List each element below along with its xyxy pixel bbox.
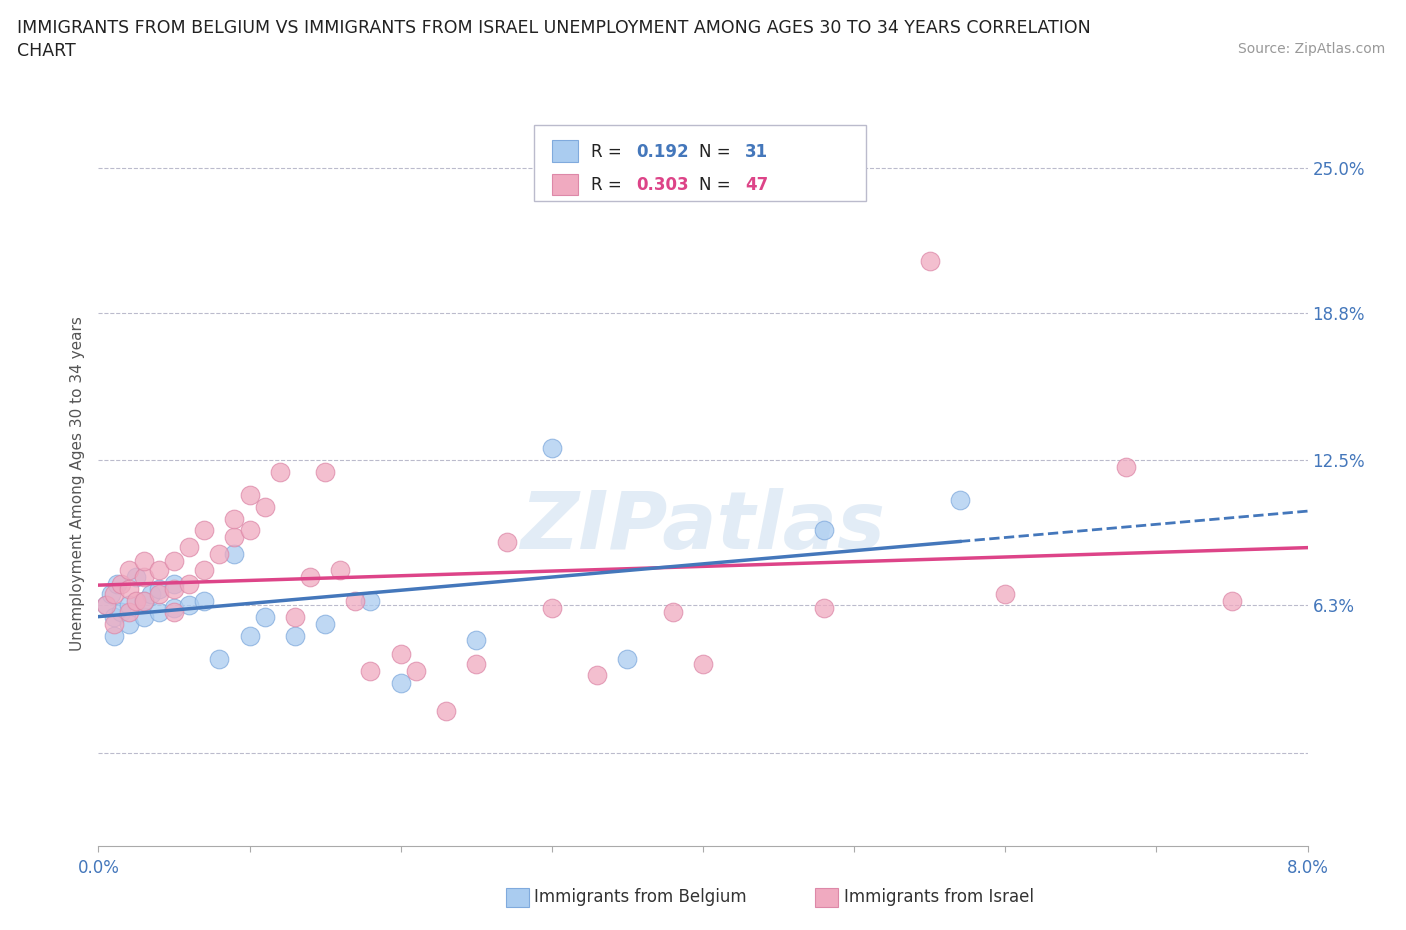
Text: 0.303: 0.303 <box>637 176 689 194</box>
Point <box>118 604 141 619</box>
Point <box>118 598 141 613</box>
Point <box>103 586 125 601</box>
Point <box>163 600 186 615</box>
Point <box>103 617 125 631</box>
Point <box>103 609 125 624</box>
Point <box>193 523 215 538</box>
Point <box>465 657 488 671</box>
Point <box>405 663 427 678</box>
Point <box>586 668 609 683</box>
Point <box>132 570 155 585</box>
Point <box>389 647 412 662</box>
Point <box>692 657 714 671</box>
Point <box>193 563 215 578</box>
Text: 0.192: 0.192 <box>637 143 689 161</box>
Point <box>239 523 262 538</box>
Point <box>284 629 307 644</box>
Point <box>239 488 262 503</box>
Point <box>132 593 155 608</box>
Point <box>100 586 122 601</box>
Point <box>179 539 201 554</box>
Point <box>125 570 148 585</box>
Point <box>224 512 246 526</box>
Point <box>344 593 367 608</box>
Point <box>163 577 186 591</box>
Point <box>299 570 322 585</box>
Text: R =: R = <box>591 176 627 194</box>
Point <box>179 598 201 613</box>
Point <box>1115 459 1137 474</box>
Text: N =: N = <box>699 176 737 194</box>
Point <box>163 581 186 596</box>
Point <box>269 464 291 479</box>
Point <box>132 609 155 624</box>
Point <box>103 629 125 644</box>
Point <box>253 499 276 514</box>
FancyBboxPatch shape <box>551 140 578 162</box>
Point <box>360 663 382 678</box>
Point <box>163 604 186 619</box>
Point <box>208 546 231 561</box>
Point <box>208 652 231 667</box>
Point <box>1220 593 1243 608</box>
Text: Source: ZipAtlas.com: Source: ZipAtlas.com <box>1237 42 1385 56</box>
Point <box>616 652 638 667</box>
Point <box>94 598 117 613</box>
Point <box>540 600 562 615</box>
Point <box>253 609 276 624</box>
Point <box>329 563 352 578</box>
Point <box>125 593 148 608</box>
Text: Immigrants from Belgium: Immigrants from Belgium <box>534 888 747 907</box>
Point <box>918 254 941 269</box>
Point <box>148 563 170 578</box>
Text: 47: 47 <box>745 176 769 194</box>
Text: IMMIGRANTS FROM BELGIUM VS IMMIGRANTS FROM ISRAEL UNEMPLOYMENT AMONG AGES 30 TO : IMMIGRANTS FROM BELGIUM VS IMMIGRANTS FR… <box>17 19 1091 60</box>
Point <box>163 553 186 568</box>
Point <box>179 577 201 591</box>
Text: R =: R = <box>591 143 627 161</box>
Point <box>661 604 683 619</box>
Point <box>94 598 117 613</box>
FancyBboxPatch shape <box>551 174 578 195</box>
Point <box>434 703 457 718</box>
Point <box>132 593 155 608</box>
Text: N =: N = <box>699 143 737 161</box>
Point <box>540 441 562 456</box>
Point <box>360 593 382 608</box>
Point <box>141 586 163 601</box>
Point <box>105 577 128 591</box>
Point <box>284 609 307 624</box>
Point <box>314 464 336 479</box>
Y-axis label: Unemployment Among Ages 30 to 34 years: Unemployment Among Ages 30 to 34 years <box>70 316 86 651</box>
Point <box>110 604 132 619</box>
Point <box>118 563 141 578</box>
Text: 31: 31 <box>745 143 769 161</box>
Point <box>132 553 155 568</box>
Point <box>148 604 170 619</box>
FancyBboxPatch shape <box>534 125 866 201</box>
Point <box>110 577 132 591</box>
Point <box>239 629 262 644</box>
Point <box>148 581 170 596</box>
Text: ZIPatlas: ZIPatlas <box>520 488 886 566</box>
Point <box>495 535 517 550</box>
Point <box>118 617 141 631</box>
Point <box>949 493 972 508</box>
Text: Immigrants from Israel: Immigrants from Israel <box>844 888 1033 907</box>
Point <box>813 523 835 538</box>
Point <box>148 586 170 601</box>
Point <box>193 593 215 608</box>
Point <box>813 600 835 615</box>
Point <box>224 530 246 545</box>
Point <box>314 617 336 631</box>
Point <box>465 633 488 648</box>
Point <box>224 546 246 561</box>
Point <box>389 675 412 690</box>
Point <box>118 581 141 596</box>
Point <box>994 586 1017 601</box>
